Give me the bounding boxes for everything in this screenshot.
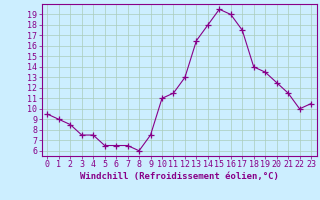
X-axis label: Windchill (Refroidissement éolien,°C): Windchill (Refroidissement éolien,°C) xyxy=(80,172,279,181)
